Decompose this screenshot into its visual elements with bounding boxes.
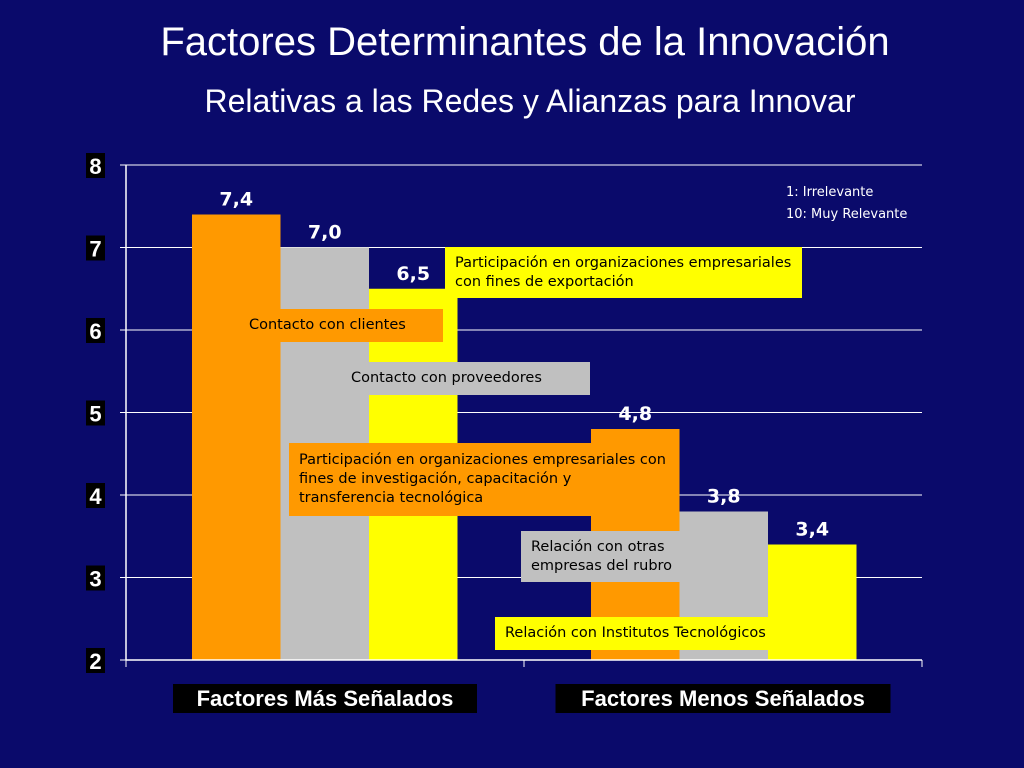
y-tick-label: 3 xyxy=(89,567,101,592)
y-tick-label: 6 xyxy=(89,319,101,344)
category-label-bg xyxy=(555,684,891,713)
y-tick-label: 5 xyxy=(89,402,101,427)
y-tick-label-bg xyxy=(86,235,105,261)
y-tick-label-bg xyxy=(86,153,105,178)
callout-otras-empresas: Relación con otras empresas del rubro xyxy=(521,531,704,582)
data-label: 4,8 xyxy=(618,403,652,425)
category-label: Factores Más Señalados xyxy=(197,686,454,711)
category-label-bg xyxy=(173,684,477,713)
scale-note-max: 10: Muy Relevante xyxy=(786,207,908,222)
y-tick-label-bg xyxy=(86,565,105,591)
y-tick-label-bg xyxy=(86,648,105,673)
callout-proveedores: Contacto con proveedores xyxy=(341,362,590,395)
callout-investigacion: Participación en organizaciones empresar… xyxy=(289,443,679,516)
callout-exportacion: Participación en organizaciones empresar… xyxy=(445,247,802,298)
category-label: Factores Menos Señalados xyxy=(581,686,865,711)
y-tick-label-bg xyxy=(86,400,105,426)
chart-subtitle: Relativas a las Redes y Alianzas para In… xyxy=(204,83,856,119)
data-label: 7,4 xyxy=(219,189,253,211)
y-tick-label: 7 xyxy=(89,237,101,262)
y-tick-label-bg xyxy=(86,318,105,343)
chart-title: Factores Determinantes de la Innovación xyxy=(160,20,890,64)
callout-institutos: Relación con Institutos Tecnológicos xyxy=(495,617,825,650)
callout-clientes: Contacto con clientes xyxy=(239,309,443,342)
y-tick-label: 8 xyxy=(89,154,101,179)
y-tick-label: 2 xyxy=(89,649,101,674)
data-label: 6,5 xyxy=(396,263,430,285)
data-label: 7,0 xyxy=(308,222,342,244)
bar xyxy=(192,214,281,660)
scale-note-min: 1: Irrelevante xyxy=(786,185,874,200)
data-label: 3,4 xyxy=(795,519,829,541)
data-label: 3,8 xyxy=(707,486,741,508)
y-tick-label-bg xyxy=(86,483,105,508)
y-tick-label: 4 xyxy=(89,484,102,509)
